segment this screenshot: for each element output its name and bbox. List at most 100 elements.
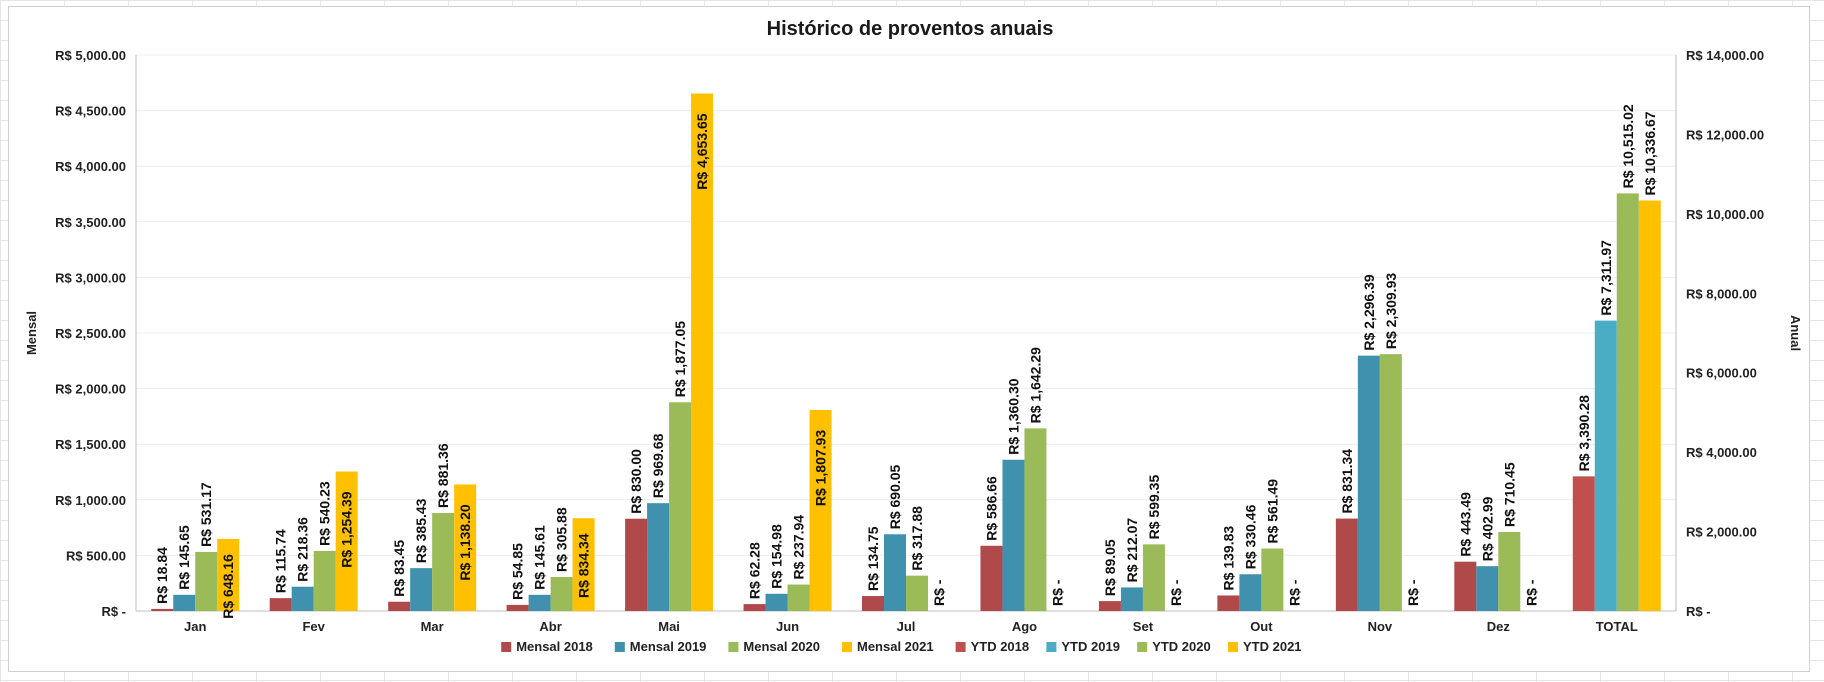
data-label: R$ 830.00 [628,449,644,514]
data-labels: R$ 18.84 R$ 145.65 R$ 531.17 R$ 648.16 R$ 11… [154,104,1658,619]
bar-mensal-2018-fev [269,598,292,611]
bar-mensal-2020-jul [906,575,928,611]
y-tick-label: R$ 2,500.00 [55,326,126,341]
x-category-label: Mai [658,619,680,634]
bar-mensal-2020-abr [550,576,573,611]
data-label: R$ 1,877.05 [672,321,688,397]
y-tick-label: R$ 4,000.00 [55,159,126,174]
bar-mensal-2019-jan [173,594,196,611]
bar-mensal-2019-jun [765,593,788,611]
data-label: R$ 3,390.28 [1576,395,1592,471]
data-label: R$ 139.83 [1220,526,1236,591]
bar-mensal-2018-mar [388,601,411,611]
y-tick-label: R$ 4,500.00 [55,104,126,119]
data-label: R$ 531.17 [198,482,214,547]
bar-mensal-2021-mai [691,93,714,612]
legend-swatch [1046,642,1057,652]
data-label: R$ 10,515.02 [1620,104,1636,188]
gridlines [136,54,1676,556]
data-label: R$ 218.36 [295,517,311,582]
data-label: R$ 145.61 [532,525,548,590]
bar-mensal-2019-jul [884,534,906,611]
bar-mensal-2018-jan [151,608,174,611]
y-axis-left-title: Mensal [24,311,39,355]
bar-mensal-2019-out [1239,574,1262,611]
bar-mensal-2018-dez [1454,561,1477,611]
data-label: R$ 599.35 [1146,475,1162,540]
legend-label: YTD 2019 [1061,639,1120,654]
bar-mensal-2021-abr [572,518,595,611]
legend-label: Mensal 2018 [516,639,593,654]
y2-tick-label: R$ 2,000.00 [1686,525,1757,540]
data-label: R$ 237.94 [791,515,807,580]
data-label: R$ 134.75 [865,526,881,591]
bar-mensal-2019-mar [410,568,433,611]
data-label: R$ - [1049,579,1065,606]
bar-mensal-2019-set [1120,587,1143,611]
legend-label: Mensal 2020 [743,639,820,654]
bar-ytd-2021-total [1638,200,1661,611]
data-label: R$ 7,311.97 [1598,240,1614,316]
x-category-label: Abr [539,619,561,634]
data-label: R$ 690.05 [887,464,903,529]
legend-item: YTD 2021 [1228,639,1302,654]
bar-mensal-2020-ago [1024,428,1047,611]
data-label: R$ 1,360.30 [1005,378,1021,454]
bar-mensal-2019-dez [1476,566,1499,611]
bar-mensal-2020-jun [787,584,810,611]
bar-mensal-2021-jan [217,538,240,611]
bar-mensal-2018-set [1098,601,1121,611]
data-label: R$ 648.16 [220,554,236,619]
data-label: R$ 2,309.93 [1383,273,1399,349]
y-tick-label: R$ 5,000.00 [55,48,126,63]
bar-mensal-2020-mai [669,402,692,611]
legend-swatch [1137,642,1148,652]
y2-tick-label: R$ 12,000.00 [1686,127,1764,142]
y-tick-label: R$ - [101,604,126,619]
bar-mensal-2018-ago [980,545,1003,611]
data-label: R$ 2,296.39 [1361,274,1377,350]
data-label: R$ - [1286,579,1302,606]
legend-item: Mensal 2020 [728,639,820,654]
y-tick-label: R$ 2,000.00 [55,382,126,397]
data-label: R$ 1,254.39 [339,491,355,567]
data-label: R$ 62.28 [747,542,763,599]
bar-mensal-2020-out [1261,548,1284,611]
legend-swatch [955,642,966,652]
bar-ytd-2019-total [1594,320,1617,611]
bar-mensal-2021-mar [454,484,477,611]
data-label: R$ - [931,579,947,606]
y-tick-label: R$ 1,500.00 [55,437,126,452]
legend-swatch [842,642,852,652]
data-label: R$ 115.74 [273,529,289,593]
data-label: R$ 881.36 [435,443,451,508]
legend-swatch [1228,642,1238,652]
data-label: R$ 145.65 [176,525,192,590]
data-label: R$ 710.45 [1501,462,1517,527]
data-label: R$ 54.85 [510,543,526,600]
data-label: R$ 831.34 [1339,449,1355,514]
data-label: R$ 330.46 [1242,504,1258,569]
y2-tick-label: R$ 8,000.00 [1686,286,1757,301]
x-category-label: Fev [302,619,325,634]
x-category-label: Nov [1368,619,1393,634]
data-label: R$ 586.66 [983,476,999,541]
x-category-label: Jan [184,619,206,634]
data-label: R$ - [1523,579,1539,606]
legend-item: YTD 2018 [955,639,1029,654]
y-axis-left: R$ - R$ 500.00 R$ 1,000.00 R$ 1,500.00 R$ 2,… [55,48,126,619]
bar-mensal-2018-jun [743,604,766,611]
x-category-label: Ago [1012,619,1037,634]
data-label: R$ 154.98 [769,524,785,589]
y-tick-label: R$ 500.00 [66,548,126,563]
legend-item: Mensal 2021 [842,639,934,654]
chart-title: Histórico de proventos anuais [767,18,1054,40]
legend-label: YTD 2021 [1243,639,1302,654]
x-category-label: Dez [1487,619,1511,634]
bar-mensal-2020-dez [1498,531,1521,611]
y-tick-label: R$ 3,500.00 [55,215,126,230]
x-category-label: Jul [897,619,916,634]
bar-mensal-2019-mai [647,503,670,611]
bar-ytd-2020-total [1616,193,1639,611]
